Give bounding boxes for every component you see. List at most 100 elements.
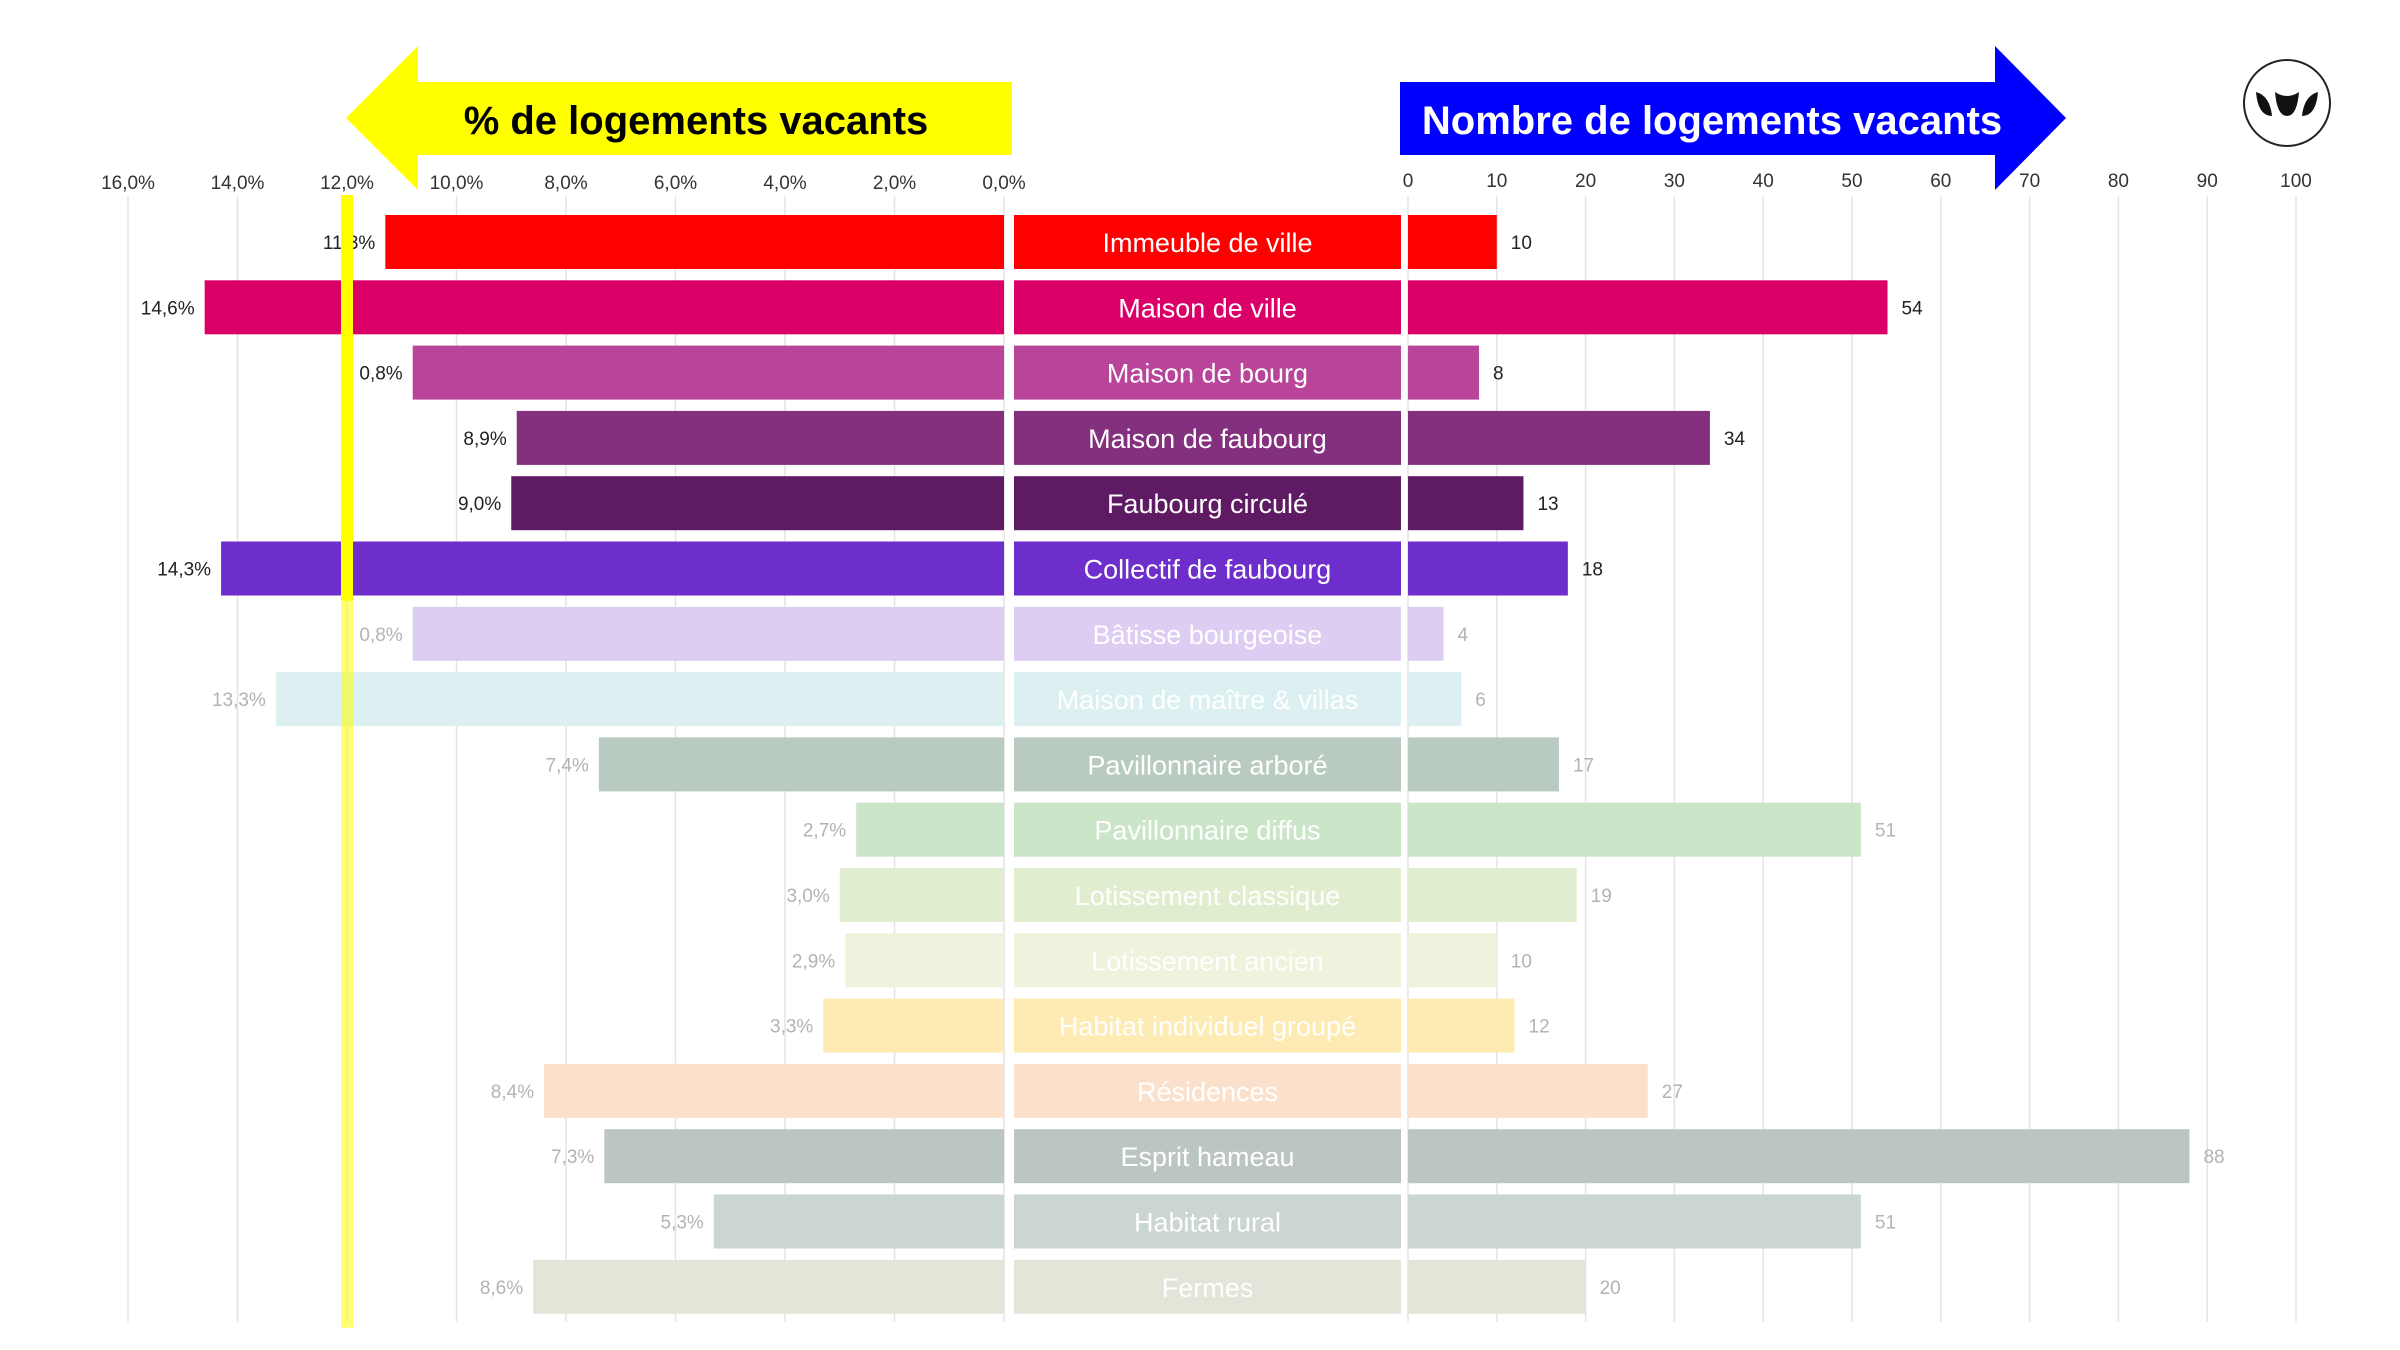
- category-label: Maison de ville: [1118, 293, 1297, 323]
- category-box: [1014, 280, 1401, 335]
- right-bar: [1408, 933, 1497, 988]
- category-label: Bâtisse bourgeoise: [1093, 620, 1323, 650]
- left-bar-value-label: 0,8%: [359, 625, 402, 646]
- left-title-arrow: % de logements vacants: [346, 46, 1012, 190]
- category-box: [1014, 1194, 1401, 1249]
- left-tick-label: 16,0%: [101, 173, 155, 194]
- left-bar-value-label: 8,6%: [480, 1278, 523, 1299]
- right-bar-value-label: 6: [1475, 690, 1486, 711]
- right-bar-value-label: 18: [1582, 560, 1603, 581]
- reference-line: [341, 195, 353, 601]
- left-tick-label: 2,0%: [873, 173, 916, 194]
- category-box: [1014, 476, 1401, 531]
- left-bar: [385, 215, 1004, 269]
- category-box: [1014, 345, 1401, 400]
- right-bar: [1408, 606, 1444, 661]
- right-tick-label: 60: [1930, 171, 1951, 192]
- category-label: Habitat rural: [1134, 1208, 1281, 1238]
- left-bar: [544, 1063, 1004, 1118]
- left-tick-label: 6,0%: [654, 173, 697, 194]
- right-bar: [1408, 215, 1497, 269]
- left-bar: [412, 345, 1004, 400]
- category-label: Maison de faubourg: [1088, 424, 1327, 454]
- right-tick-label: 100: [2280, 171, 2312, 192]
- left-bar: [221, 541, 1004, 596]
- category-label: Faubourg circulé: [1107, 489, 1308, 519]
- right-bar-value-label: 19: [1591, 886, 1612, 907]
- category-box: [1014, 802, 1401, 857]
- right-bar-value-label: 88: [2203, 1147, 2224, 1168]
- category-label: Pavillonnaire diffus: [1094, 816, 1320, 846]
- category-label: Habitat individuel groupé: [1059, 1012, 1356, 1042]
- category-label: Fermes: [1162, 1273, 1254, 1303]
- left-bar-value-label: 7,4%: [546, 755, 589, 776]
- category-box: [1014, 998, 1401, 1053]
- right-bar-value-label: 13: [1537, 494, 1558, 515]
- category-labels: Immeuble de ville Maison de ville Maison d…: [1014, 215, 1401, 1314]
- left-bar: [516, 410, 1004, 465]
- right-bar-value-label: 51: [1875, 821, 1896, 842]
- right-bars: 10 54 8 34 13 18 4 6 17 51 19 10 12 27 88 51 20: [1408, 215, 2225, 1314]
- left-bar-value-label: 3,3%: [770, 1017, 813, 1038]
- category-label: Maison de maître & villas: [1057, 685, 1359, 715]
- right-bar-value-label: 20: [1600, 1278, 1621, 1299]
- right-bar-value-label: 12: [1529, 1017, 1550, 1038]
- left-bar: [598, 737, 1004, 792]
- left-tick-label: 0,0%: [982, 173, 1025, 194]
- reference-line-faded: [341, 600, 353, 1328]
- left-bar-value-label: 14,6%: [141, 298, 195, 319]
- leaf-trio-logo-icon: [2243, 59, 2331, 147]
- right-bar: [1408, 476, 1524, 531]
- right-bar: [1408, 1063, 1648, 1118]
- right-bar-value-label: 34: [1724, 429, 1746, 450]
- right-bar: [1408, 541, 1568, 596]
- right-title-arrow: Nombre de logements vacants: [1400, 46, 2066, 190]
- left-bar-value-label: 2,7%: [803, 821, 846, 842]
- right-bar: [1408, 1129, 2190, 1184]
- right-bar-value-label: 17: [1573, 755, 1594, 776]
- category-label: Maison de bourg: [1107, 359, 1308, 389]
- category-label: Résidences: [1137, 1077, 1278, 1107]
- left-bar-value-label: 7,3%: [551, 1147, 594, 1168]
- right-bar: [1408, 410, 1710, 465]
- right-bar-value-label: 8: [1493, 364, 1504, 385]
- category-box: [1014, 1129, 1401, 1184]
- right-tick-label: 20: [1575, 171, 1596, 192]
- category-box: [1014, 410, 1401, 465]
- left-bar-value-label: 9,0%: [458, 494, 501, 515]
- category-box: [1014, 672, 1401, 727]
- left-bar-value-label: 0,8%: [359, 364, 402, 385]
- category-label: Esprit hameau: [1120, 1142, 1294, 1172]
- right-arrow-shape: [1400, 46, 2066, 190]
- left-bar: [713, 1194, 1004, 1249]
- left-bar-value-label: 8,9%: [463, 429, 506, 450]
- category-box: [1014, 541, 1401, 596]
- left-bar: [511, 476, 1004, 531]
- right-tick-label: 50: [1841, 171, 1862, 192]
- category-box: [1014, 933, 1401, 988]
- right-tick-label: 40: [1753, 171, 1774, 192]
- left-bar-value-label: 3,0%: [786, 886, 829, 907]
- right-bar: [1408, 280, 1888, 335]
- left-bar: [275, 672, 1004, 727]
- category-box: [1014, 1063, 1401, 1118]
- left-tick-label: 4,0%: [763, 173, 806, 194]
- left-tick-label: 12,0%: [320, 173, 374, 194]
- right-panel-title: Nombre de logements vacants: [1422, 99, 2002, 143]
- left-tick-label: 10,0%: [430, 173, 484, 194]
- left-bar: [823, 998, 1004, 1053]
- left-bar: [604, 1129, 1004, 1184]
- left-bars: 11,3%14,6%0,8%8,9%9,0%14,3%0,8%13,3%7,4%…: [141, 215, 1004, 1314]
- category-box: [1014, 868, 1401, 922]
- category-label: Collectif de faubourg: [1084, 555, 1332, 585]
- left-bar-value-label: 14,3%: [157, 560, 211, 581]
- left-arrow-shape: [346, 46, 1012, 190]
- right-tick-label: 10: [1486, 171, 1507, 192]
- left-bar-value-label: 13,3%: [212, 690, 266, 711]
- left-bar: [412, 606, 1004, 661]
- left-bar: [204, 280, 1004, 335]
- category-box: [1014, 737, 1401, 792]
- category-label: Lotissement ancien: [1091, 946, 1324, 976]
- right-bar-value-label: 27: [1662, 1082, 1683, 1103]
